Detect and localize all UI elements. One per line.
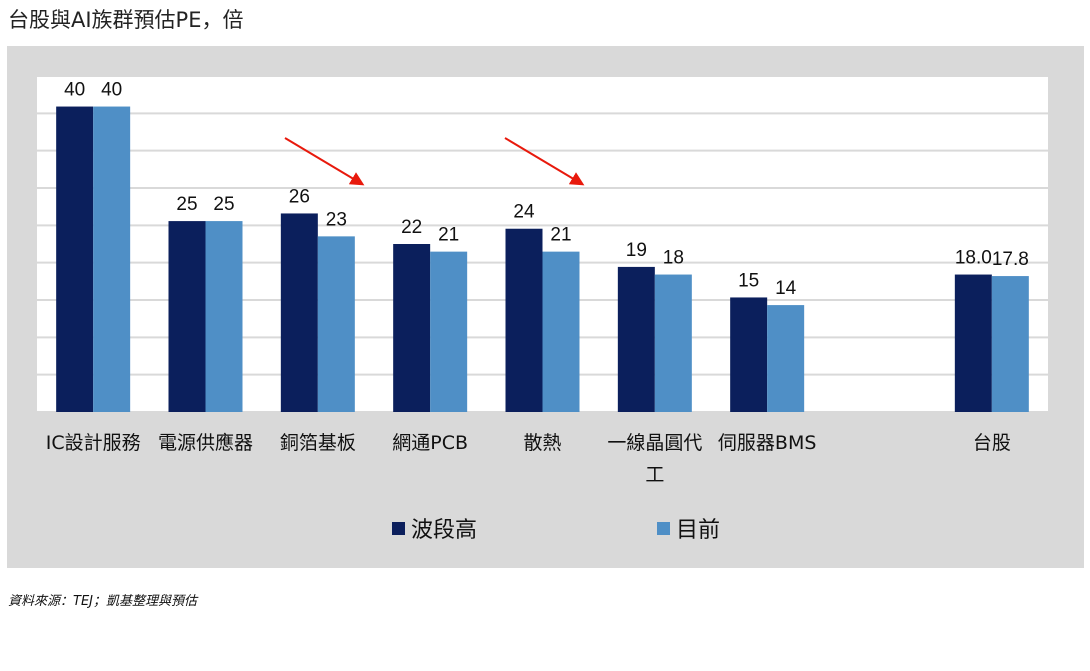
bar-high	[730, 297, 768, 412]
category-label: 網通PCB	[392, 432, 468, 454]
bar-high	[280, 213, 318, 412]
bar-high	[617, 266, 655, 412]
data-label: 24	[513, 202, 535, 223]
data-label: 18.0	[955, 248, 992, 269]
bar-current	[430, 251, 468, 412]
legend-swatch-current	[657, 521, 670, 535]
bar-current	[205, 221, 243, 412]
category-label: 銅箔基板	[280, 432, 356, 454]
category-label: IC設計服務	[46, 432, 141, 454]
data-label: 14	[775, 278, 797, 299]
data-label: 18	[663, 248, 684, 269]
bar-current	[93, 106, 131, 412]
data-label: 25	[213, 194, 234, 215]
red-arrow	[284, 137, 365, 186]
data-label: 21	[550, 225, 571, 246]
category-label: 伺服器BMS	[718, 432, 817, 454]
legend-swatch-high	[392, 521, 405, 535]
data-label: 40	[101, 80, 122, 101]
bar-current	[991, 276, 1029, 412]
bar-current	[654, 274, 692, 412]
legend-label-high: 波段高	[411, 518, 478, 543]
data-label: 21	[438, 225, 459, 246]
legend-label-current: 目前	[676, 518, 721, 543]
bar-high	[393, 244, 431, 412]
data-label: 26	[289, 186, 310, 207]
data-label: 15	[738, 270, 759, 291]
page-title: 台股與AI族群預估PE，倍	[8, 8, 244, 32]
category-label: 台股	[973, 432, 1011, 454]
bar-high	[954, 274, 992, 412]
bar-high	[505, 228, 543, 412]
red-arrow	[504, 137, 585, 186]
source-note: 資料來源：TEJ；凱基整理與預估	[8, 594, 197, 609]
category-label: 散熱	[523, 432, 561, 454]
bar-high	[168, 221, 206, 412]
data-label: 22	[401, 217, 422, 238]
bar-current	[767, 305, 805, 412]
data-label: 19	[626, 240, 647, 261]
data-label: 25	[176, 194, 197, 215]
bar-current	[542, 251, 580, 412]
legend-item-high: 波段高	[392, 512, 477, 544]
category-label: 一線晶圓代	[607, 432, 702, 454]
data-label: 23	[326, 209, 347, 230]
category-label: 工	[645, 464, 664, 486]
category-label: 電源供應器	[158, 431, 253, 454]
bar-high	[56, 106, 94, 412]
legend-item-current: 目前	[657, 512, 720, 544]
data-label: 17.8	[992, 249, 1029, 270]
data-label: 40	[64, 80, 85, 101]
bar-current	[317, 236, 355, 412]
